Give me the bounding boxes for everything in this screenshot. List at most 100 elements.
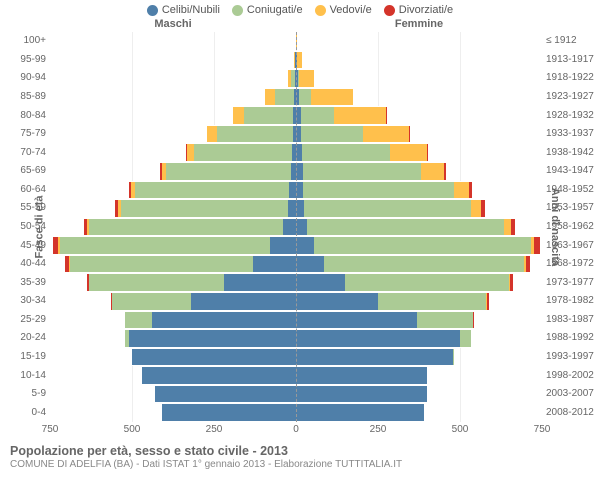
bar-segment [378, 292, 486, 311]
bar-segment [297, 51, 302, 70]
bar-segment [460, 329, 471, 348]
chart-area: Fasce di età Anni di nascita 100+≤ 19129… [50, 32, 542, 422]
female-bar [296, 199, 542, 218]
birth-year-label: 1948-1952 [542, 185, 600, 195]
male-bar [50, 88, 296, 107]
birth-year-label: 1928-1932 [542, 111, 600, 121]
female-bar [296, 385, 542, 404]
bar-segment [469, 181, 472, 200]
bar-segment [421, 162, 444, 181]
bar-segment [417, 311, 473, 330]
female-bar [296, 143, 542, 162]
female-bar [296, 218, 542, 237]
bar-segment [296, 255, 324, 274]
bar-segment [534, 236, 540, 255]
bar-segment [307, 218, 504, 237]
bar-segment [132, 348, 296, 367]
birth-year-label: 1918-1922 [542, 73, 600, 83]
legend-label: Coniugati/e [247, 4, 303, 16]
male-bar [50, 69, 296, 88]
male-bar [50, 181, 296, 200]
bar-segment [487, 292, 489, 311]
female-bar [296, 329, 542, 348]
bar-segment [304, 199, 471, 218]
age-label: 55-59 [0, 203, 50, 213]
gender-male-label: Maschi [50, 18, 296, 30]
bar-segment [121, 199, 288, 218]
male-bar [50, 348, 296, 367]
x-tick: 750 [42, 424, 59, 435]
bar-segment [265, 88, 275, 107]
female-bar [296, 51, 542, 70]
bar-segment [471, 199, 481, 218]
x-tick: 750 [534, 424, 551, 435]
bar-segment [142, 366, 296, 385]
male-bar [50, 236, 296, 255]
x-tick: 0 [293, 424, 299, 435]
bar-segment [296, 218, 307, 237]
bar-segment [155, 385, 296, 404]
birth-year-label: 1933-1937 [542, 129, 600, 139]
bar-segment [301, 125, 363, 144]
bar-segment [427, 143, 429, 162]
bar-segment [224, 273, 296, 292]
bar-segment [270, 236, 296, 255]
age-label: 45-49 [0, 241, 50, 251]
bar-segment [253, 255, 296, 274]
female-bar [296, 236, 542, 255]
bar-segment [444, 162, 447, 181]
center-axis [296, 32, 297, 422]
bar-segment [454, 181, 469, 200]
male-bar [50, 273, 296, 292]
bar-segment [296, 292, 378, 311]
female-bar [296, 88, 542, 107]
birth-year-label: 1983-1987 [542, 315, 600, 325]
bar-segment [152, 311, 296, 330]
birth-year-label: 1973-1977 [542, 278, 600, 288]
gender-female-label: Femmine [296, 18, 542, 30]
age-label: 60-64 [0, 185, 50, 195]
male-bar [50, 403, 296, 422]
x-tick: 500 [124, 424, 141, 435]
birth-year-label: 1938-1942 [542, 148, 600, 158]
age-label: 75-79 [0, 129, 50, 139]
chart-footer: Popolazione per età, sesso e stato civil… [0, 440, 600, 470]
legend-item: Divorziati/e [384, 4, 453, 16]
x-tick: 500 [452, 424, 469, 435]
birth-year-label: 1978-1982 [542, 296, 600, 306]
age-label: 35-39 [0, 278, 50, 288]
bar-segment [296, 348, 453, 367]
bar-segment [125, 311, 151, 330]
bar-segment [296, 199, 304, 218]
bar-segment [303, 181, 454, 200]
male-bar [50, 329, 296, 348]
bar-segment [324, 255, 524, 274]
bar-segment [217, 125, 292, 144]
bar-segment [296, 181, 303, 200]
bar-segment [299, 88, 310, 107]
bar-segment [135, 181, 289, 200]
age-label: 40-44 [0, 259, 50, 269]
birth-year-label: 1943-1947 [542, 166, 600, 176]
chart-title: Popolazione per età, sesso e stato civil… [10, 444, 590, 458]
age-label: 50-54 [0, 222, 50, 232]
female-bar [296, 69, 542, 88]
gender-header: Maschi Femmine [0, 18, 600, 32]
birth-year-label: 1958-1962 [542, 222, 600, 232]
bar-segment [296, 273, 345, 292]
female-bar [296, 311, 542, 330]
bar-segment [191, 292, 296, 311]
bar-segment [166, 162, 291, 181]
birth-year-label: 1963-1967 [542, 241, 600, 251]
bar-segment [89, 273, 223, 292]
birth-year-label: 1998-2002 [542, 371, 600, 381]
bar-segment [283, 218, 296, 237]
bar-segment [303, 162, 421, 181]
bar-segment [89, 218, 283, 237]
birth-year-label: 1923-1927 [542, 92, 600, 102]
age-label: 25-29 [0, 315, 50, 325]
female-bar [296, 32, 542, 51]
birth-year-label: ≤ 1912 [542, 36, 600, 46]
male-bar [50, 199, 296, 218]
legend: Celibi/NubiliConiugati/eVedovi/eDivorzia… [0, 0, 600, 18]
